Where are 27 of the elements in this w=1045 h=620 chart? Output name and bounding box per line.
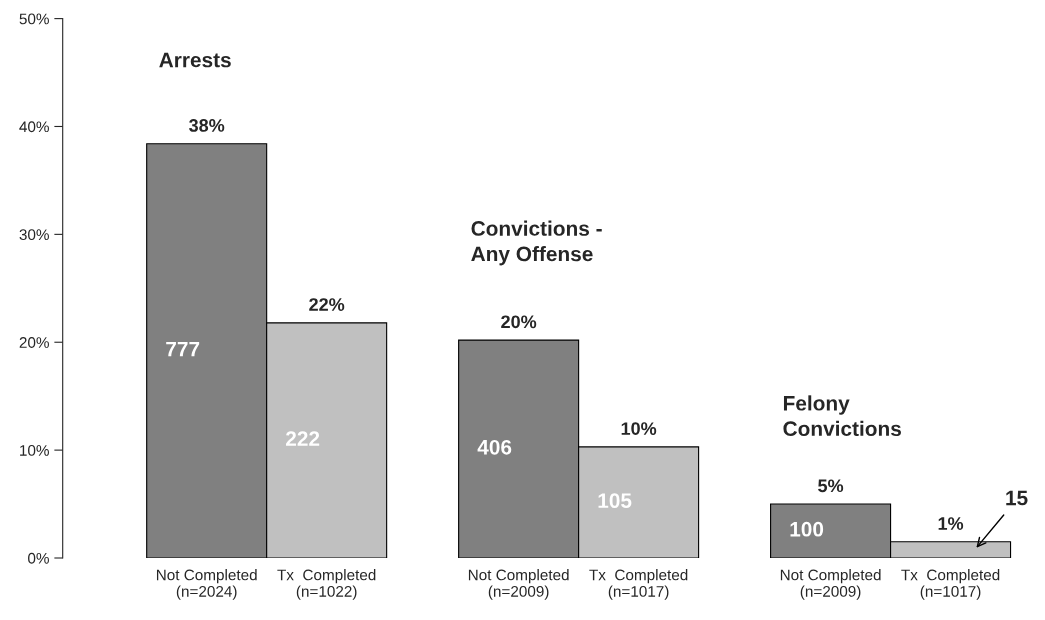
x-tick-label: Not Completed (n=2009) xyxy=(780,569,881,600)
y-tick-label: 30% xyxy=(19,229,49,241)
annotation: Felony Convictions xyxy=(783,395,901,437)
annotation: 777 xyxy=(166,341,200,357)
x-tick-label: Tx Completed (n=1017) xyxy=(901,569,1000,600)
data-label: 5% xyxy=(818,479,844,493)
y-tick-label: 50% xyxy=(19,13,49,25)
x-tick-label: Not Completed (n=2024) xyxy=(156,569,257,600)
data-label: 38% xyxy=(189,119,225,132)
x-tick-label: Not Completed (n=2009) xyxy=(468,569,569,600)
y-tick-label: 40% xyxy=(19,121,49,133)
data-label: 10% xyxy=(621,422,657,435)
data-label: 22% xyxy=(309,298,345,311)
y-tick-label: 20% xyxy=(19,337,49,348)
annotation: 105 xyxy=(598,493,632,509)
annotation: Convictions - Any Offense xyxy=(471,220,602,266)
annotation: 15 xyxy=(1006,490,1028,506)
annotation: 222 xyxy=(286,431,320,446)
annotation: 406 xyxy=(477,439,512,455)
x-tick-label: Tx Completed (n=1017) xyxy=(589,569,688,600)
x-tick-label: Tx Completed (n=1022) xyxy=(277,569,376,600)
annotation: 100 xyxy=(790,521,824,537)
y-tick-label: 10% xyxy=(20,444,49,456)
y-tick-label: 0% xyxy=(28,552,49,564)
data-label: 20% xyxy=(501,315,537,329)
annotation: Arrests xyxy=(159,52,231,68)
data-label: 1% xyxy=(938,517,964,530)
